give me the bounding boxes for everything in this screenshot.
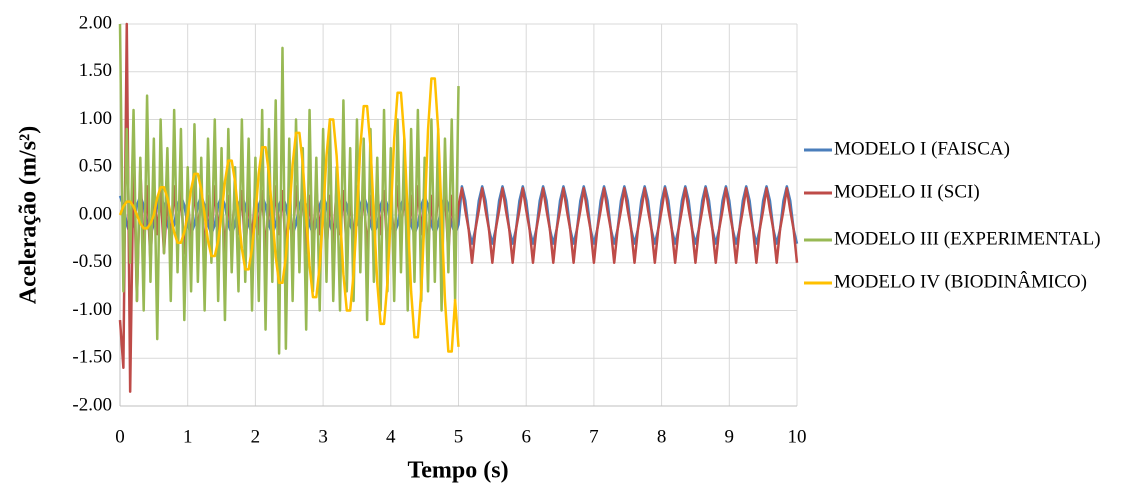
y-tick-label: -1.00	[72, 299, 112, 320]
x-tick-label: 4	[386, 426, 396, 447]
x-tick-label: 10	[788, 426, 807, 447]
x-tick-label: 1	[183, 426, 193, 447]
y-tick-label: 0.00	[79, 203, 112, 224]
x-tick-label: 2	[251, 426, 261, 447]
y-tick-label: 1.50	[79, 60, 112, 81]
y-tick-label: -2.00	[72, 394, 112, 415]
x-tick-label: 8	[657, 426, 667, 447]
y-axis-title: Aceleração (m/s²)	[16, 126, 42, 304]
x-tick-label: 6	[521, 426, 531, 447]
x-tick-label: 3	[318, 426, 328, 447]
y-tick-label: -1.50	[72, 347, 112, 368]
x-tick-label: 5	[454, 426, 464, 447]
y-tick-label: 2.00	[79, 12, 112, 33]
x-axis-title: Tempo (s)	[407, 458, 508, 484]
x-tick-label: 9	[725, 426, 735, 447]
x-tick-label: 7	[589, 426, 599, 447]
y-tick-label: -0.50	[72, 251, 112, 272]
series-line	[118, 77, 460, 353]
y-tick-label: 1.00	[79, 108, 112, 129]
legend-label: MODELO III (EXPERIMENTAL)	[834, 228, 1101, 249]
legend-label: MODELO I (FAISCA)	[834, 138, 1010, 159]
series-line	[118, 23, 460, 355]
legend-label: MODELO IV (BIODINÂMICO)	[834, 270, 1087, 292]
x-tick-label: 0	[115, 426, 125, 447]
y-tick-label: 0.50	[79, 156, 112, 177]
legend-label: MODELO II (SCI)	[834, 181, 980, 202]
